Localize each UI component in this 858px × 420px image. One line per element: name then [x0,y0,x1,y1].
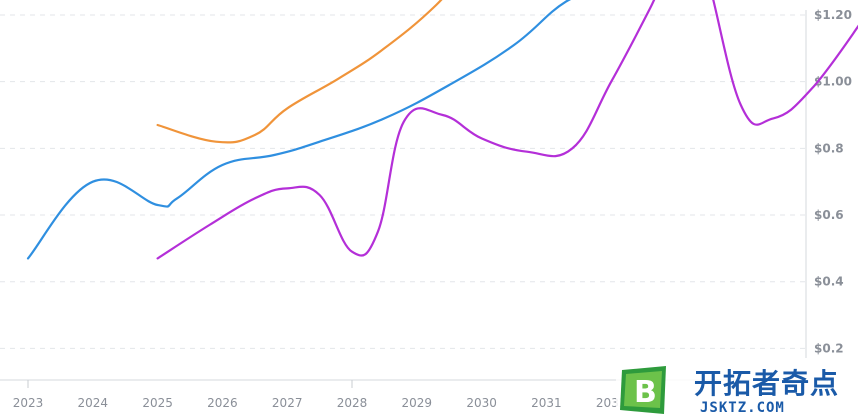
watermark-subtitle: JSKTZ.COM [700,400,785,416]
y-tick-label: $0.8 [814,141,844,155]
y-axis: $0.2$0.4$0.6$0.8$1.00$1.20$1.40$1.60$1.8… [805,8,852,358]
y-tick-label: $0.2 [814,341,844,355]
x-tick-label: 2030 [466,396,497,410]
y-tick-label: $1.00 [814,75,852,89]
x-axis: 2023 2024 2025 2026 2027 2028 2029 2030 2031 2032 [0,379,806,410]
watermark-title: 开拓者奇点 [694,367,840,400]
x-tick-label: 2027 [272,396,303,410]
y-tick-label: $0.4 [814,275,844,289]
watermark-logo-letter: B [634,375,657,410]
series-line-purple [156,0,858,260]
grid-lines [0,14,806,349]
x-tick-label: 2031 [531,396,562,410]
x-tick-label: 2023 [13,396,44,410]
x-tick-label: 2029 [402,396,433,410]
x-tick-label: 2028 [337,396,368,410]
series-line-blue [26,0,572,260]
x-tick-label: 2024 [78,396,109,410]
watermark-logo-icon: B [620,366,666,414]
x-tick-label: 2025 [142,396,173,410]
y-tick-label: $1.20 [814,8,852,22]
series-line-orange [156,0,443,144]
x-tick-label: 2026 [207,396,238,410]
series-lines [26,0,858,260]
watermark: B 开拓者奇点 JSKTZ.COM [616,358,858,420]
y-tick-label: $0.6 [814,208,844,222]
